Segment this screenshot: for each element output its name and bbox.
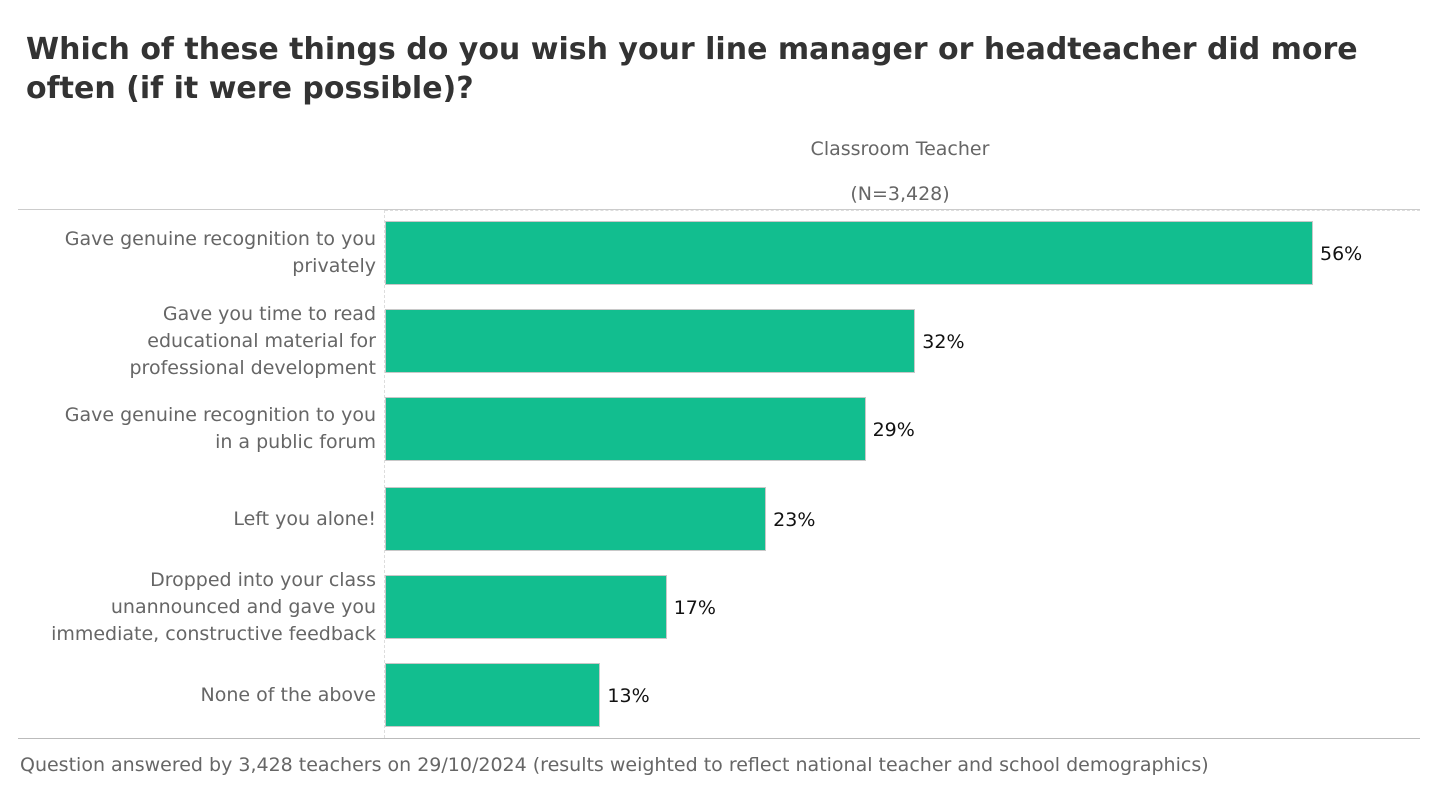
category-label-1: Gave you time to read educational materia… bbox=[16, 301, 377, 382]
category-label-line: Dropped into your class bbox=[150, 568, 376, 591]
value-label-0: 56% bbox=[1320, 243, 1363, 265]
chart-title: Which of these things do you wish your l… bbox=[26, 32, 1358, 106]
category-label-line: Gave genuine recognition to you bbox=[64, 404, 376, 426]
bar-5 bbox=[385, 663, 601, 727]
series-sample-size: (N=3,428) bbox=[850, 183, 950, 205]
value-label-1: 32% bbox=[922, 331, 965, 353]
category-label-line: educational material for bbox=[147, 329, 376, 352]
category-label-line: None of the above bbox=[200, 683, 376, 706]
footnote: Question answered by 3,428 teachers on 2… bbox=[20, 754, 1209, 776]
gridline-top bbox=[385, 210, 1420, 211]
category-label-line: Gave you time to read bbox=[162, 302, 376, 325]
bar-3 bbox=[385, 487, 767, 551]
y-axis-line bbox=[384, 210, 385, 738]
category-label-line: privately bbox=[292, 255, 376, 277]
category-label-line: unannounced and gave you bbox=[110, 595, 376, 618]
category-label-line: Left you alone! bbox=[233, 507, 376, 530]
category-label-line: Gave genuine recognition to you bbox=[64, 228, 376, 250]
category-label-line: in a public forum bbox=[215, 431, 376, 453]
bar-0 bbox=[385, 221, 1313, 285]
bar-4 bbox=[385, 575, 667, 639]
category-label-0: Gave genuine recognition to you privately bbox=[16, 226, 376, 280]
category-label-2: Gave genuine recognition to you in a publ… bbox=[16, 402, 376, 456]
value-label-2: 29% bbox=[872, 419, 915, 441]
category-label-line: professional development bbox=[129, 356, 377, 379]
category-label-4: Dropped into your class unannounced and g… bbox=[16, 567, 376, 648]
footer-divider bbox=[18, 738, 1420, 739]
category-label-line: immediate, constructive feedback bbox=[51, 622, 376, 645]
category-label-3: Left you alone! bbox=[16, 506, 376, 533]
series-name: Classroom Teacher bbox=[810, 138, 990, 160]
value-label-3: 23% bbox=[773, 509, 816, 531]
value-label-4: 17% bbox=[673, 597, 716, 619]
bar-2 bbox=[385, 397, 866, 461]
header-divider bbox=[18, 209, 1420, 210]
bar-1 bbox=[385, 309, 916, 373]
category-label-5: None of the above bbox=[16, 682, 376, 709]
value-label-5: 13% bbox=[607, 685, 650, 707]
